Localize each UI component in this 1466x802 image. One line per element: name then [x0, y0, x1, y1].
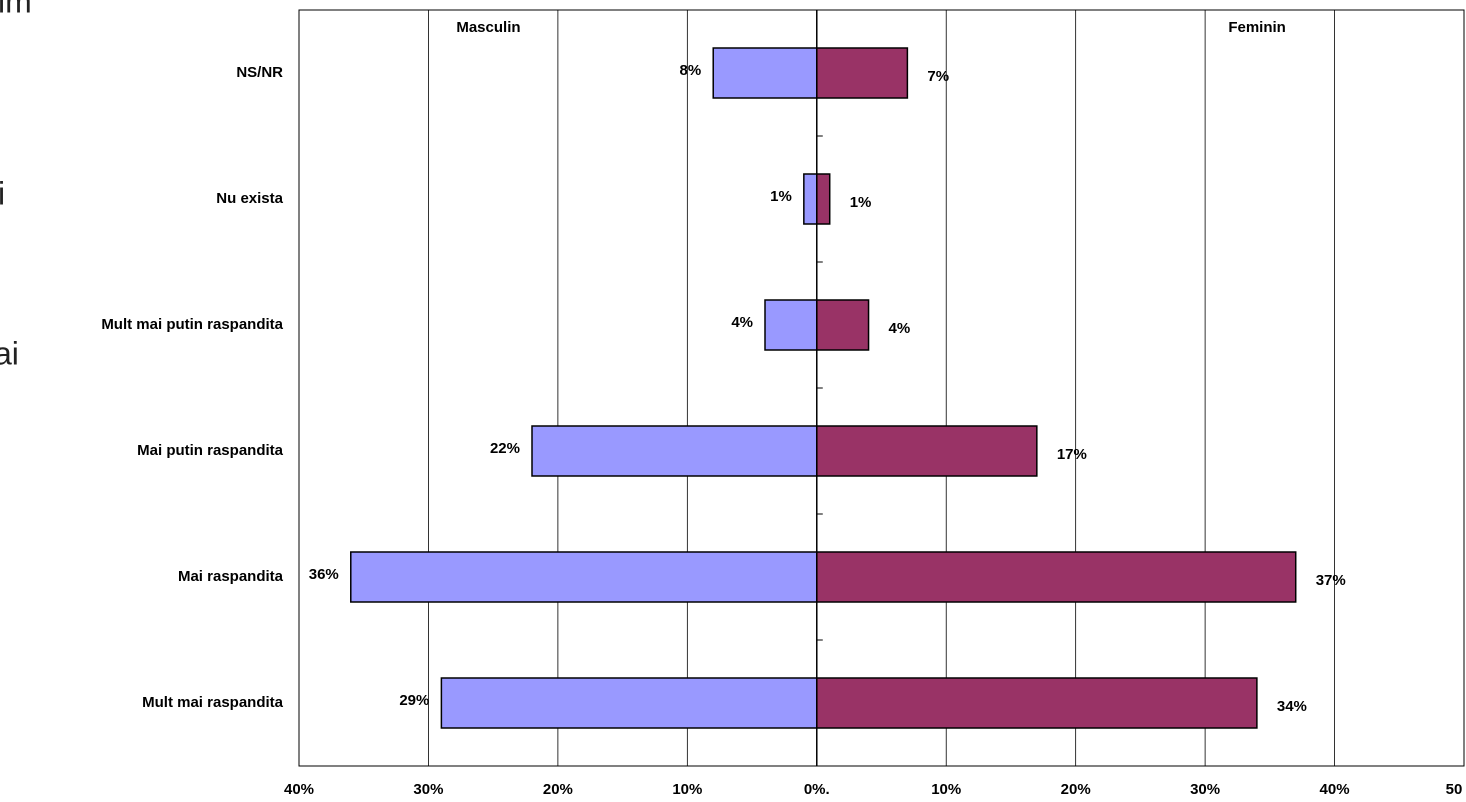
data-label: 34%	[1277, 698, 1307, 715]
y-tick-label: Nu exista	[216, 190, 283, 207]
bar	[816, 173, 831, 225]
x-tick-label: 30%	[1190, 781, 1220, 798]
bar	[712, 47, 818, 99]
bar	[531, 425, 818, 477]
legend-label: Feminin	[1228, 19, 1286, 36]
x-tick-label: 20%	[543, 781, 573, 798]
bar	[440, 677, 818, 729]
x-tick-label: 20%	[1061, 781, 1091, 798]
y-tick-label: Mult mai raspandita	[142, 694, 284, 711]
data-label: 36%	[309, 566, 339, 583]
data-label: 37%	[1316, 572, 1346, 589]
y-tick-label: Mai raspandita	[178, 568, 284, 585]
stray-text: i	[0, 175, 5, 211]
stray-text: im	[0, 0, 32, 19]
data-label: 8%	[680, 62, 702, 79]
x-tick-label: 10%	[931, 781, 961, 798]
data-label: 4%	[889, 320, 911, 337]
x-tick-label: 0%.	[804, 781, 830, 798]
data-label: 1%	[850, 194, 872, 211]
legend-label: Masculin	[456, 19, 520, 36]
y-tick-label: NS/NR	[236, 64, 283, 81]
data-label: 29%	[399, 692, 429, 709]
bar	[816, 677, 1258, 729]
bar	[816, 299, 870, 351]
bar	[764, 299, 818, 351]
data-label: 1%	[770, 188, 792, 205]
y-tick-label: Mult mai putin raspandita	[101, 316, 283, 333]
bar	[816, 47, 909, 99]
x-tick-label: 10%	[672, 781, 702, 798]
bar	[816, 425, 1038, 477]
plot-area	[298, 9, 1465, 767]
stray-text: ai	[0, 335, 19, 371]
x-tick-label: 40%	[1320, 781, 1350, 798]
x-tick-label: 40%	[284, 781, 314, 798]
bar	[350, 551, 818, 603]
data-label: 7%	[927, 68, 949, 85]
data-label: 4%	[731, 314, 753, 331]
x-tick-label: 50	[1446, 781, 1463, 798]
y-tick-label: Mai putin raspandita	[137, 442, 284, 459]
bar	[816, 551, 1297, 603]
x-tick-label: 30%	[413, 781, 443, 798]
bar	[803, 173, 818, 225]
data-label: 17%	[1057, 446, 1087, 463]
data-label: 22%	[490, 440, 520, 457]
